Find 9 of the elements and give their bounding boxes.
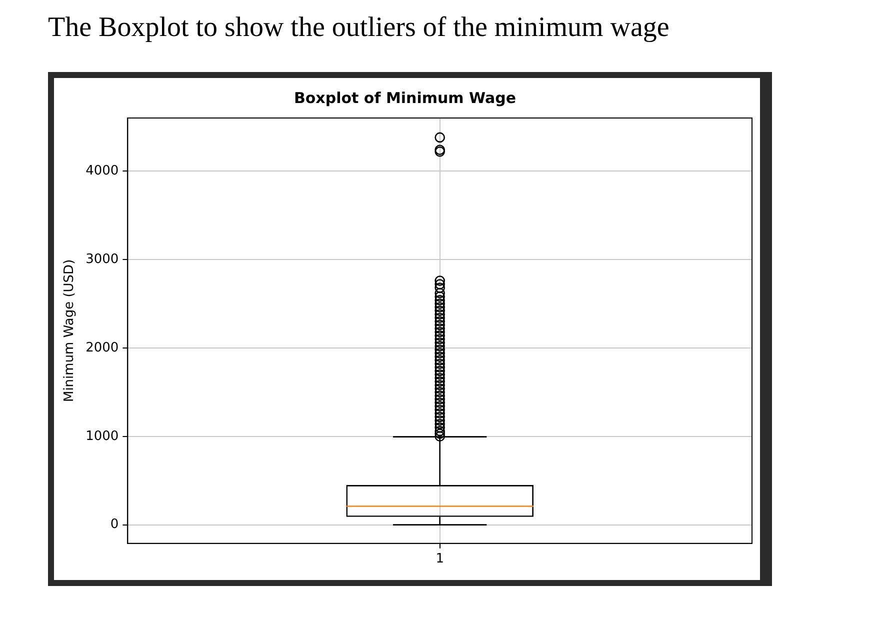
y-tick-label: 4000 bbox=[86, 163, 119, 178]
y-axis-title: Minimum Wage (USD) bbox=[62, 259, 78, 402]
x-tick-label: 1 bbox=[436, 552, 444, 567]
y-tick-label: 1000 bbox=[86, 428, 119, 444]
chart-title: Boxplot of Minimum Wage bbox=[294, 88, 516, 107]
y-tick-label: 3000 bbox=[86, 252, 119, 267]
y-tick-label: 2000 bbox=[86, 340, 119, 356]
y-tick-label: 0 bbox=[110, 517, 119, 532]
text: The Boxplot to show the outliers of the minimum wage bbox=[48, 12, 670, 44]
